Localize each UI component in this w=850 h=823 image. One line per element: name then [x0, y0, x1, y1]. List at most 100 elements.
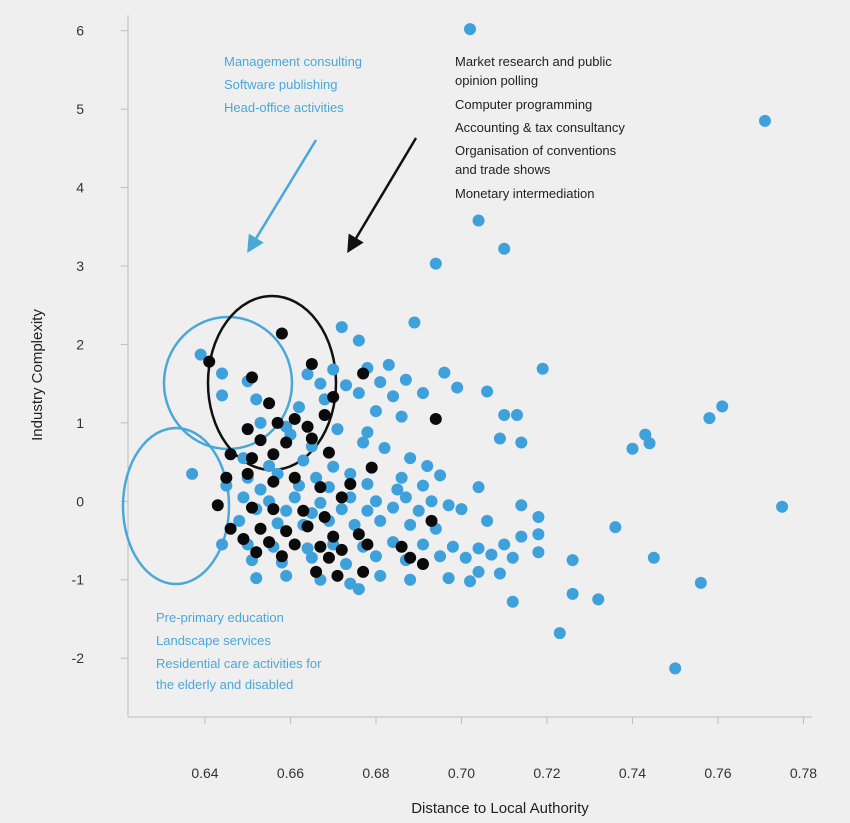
y-axis-label: Industry Complexity [29, 309, 46, 441]
black-data-point [241, 423, 254, 436]
black-data-point [267, 448, 280, 461]
blue-data-point [391, 483, 404, 496]
annotation-line: Accounting & tax consultancy [455, 120, 625, 135]
blue-data-point [254, 416, 267, 429]
blue-data-point [344, 491, 357, 504]
black-data-point [275, 327, 288, 340]
blue-data-point [566, 587, 579, 600]
blue-data-point [498, 242, 511, 255]
blue-data-point [464, 575, 476, 588]
annotation-line: Pre-primary education [156, 610, 284, 625]
black-data-point [280, 436, 293, 449]
annotation-line: Management consulting [224, 54, 362, 69]
blue-data-point [451, 381, 464, 394]
blue-data-point [314, 496, 327, 509]
annotation-line: Head-office activities [224, 100, 344, 115]
blue-data-point [493, 432, 506, 445]
black-data-point [425, 514, 438, 527]
blue-data-point [776, 500, 789, 513]
black-data-point [275, 550, 288, 563]
blue-data-point [216, 367, 229, 380]
blue-data-point [369, 495, 382, 508]
blue-data-point [369, 550, 382, 563]
annotation-line: opinion polling [455, 73, 538, 88]
black-data-point [344, 478, 357, 491]
blue-data-point [421, 460, 434, 473]
annotation-line: Monetary intermediation [455, 186, 594, 201]
blue-data-point [459, 551, 472, 564]
blue-data-point [511, 409, 524, 422]
blue-data-point [301, 542, 314, 555]
annotation-line: Residential care activities for [156, 656, 322, 671]
blue-data-point [237, 452, 250, 465]
annotation-line: and trade shows [455, 162, 551, 177]
blue-data-point [669, 662, 682, 675]
black-data-point [335, 491, 348, 504]
blue-data-point [216, 538, 229, 551]
blue-data-point [532, 528, 545, 541]
blue-data-point [532, 546, 545, 559]
black-data-point [245, 501, 258, 514]
y-tick-label: 3 [76, 258, 84, 274]
y-tick-label: -1 [72, 572, 85, 588]
black-data-point [327, 390, 340, 403]
black-data-point [280, 525, 293, 538]
black-data-point [357, 367, 370, 380]
blue-data-point [374, 569, 387, 582]
blue-data-point [553, 627, 566, 640]
black-data-point [322, 551, 335, 564]
blue-data-point [297, 454, 310, 467]
blue-data-point [344, 467, 357, 480]
x-tick-label: 0.68 [362, 765, 389, 781]
blue-data-point [404, 452, 417, 465]
blue-annotation-arrow [247, 139, 318, 253]
blue-data-point [361, 504, 374, 517]
blue-data-point [233, 514, 246, 527]
blue-data-point [399, 491, 412, 504]
blue-data-point [498, 538, 511, 551]
blue-data-point [327, 460, 340, 473]
blue-data-point [536, 362, 549, 375]
blue-data-point [404, 573, 417, 586]
blue-data-point [186, 467, 199, 480]
blue-data-point [472, 481, 485, 494]
blue-data-point [442, 499, 455, 512]
blue-data-point [314, 377, 327, 390]
black-data-point [361, 538, 374, 551]
blue-data-point [340, 558, 353, 571]
blue-data-point [395, 410, 408, 423]
blue-data-point [716, 400, 729, 413]
blue-data-point [369, 405, 382, 418]
series-black [203, 327, 442, 582]
blue-data-point [498, 409, 511, 422]
annotation-line: Organisation of conventions [455, 143, 617, 158]
black-data-point [305, 358, 318, 371]
black-data-point [429, 412, 442, 425]
x-tick-label: 0.72 [533, 765, 560, 781]
blue-data-point [532, 510, 545, 523]
blue-data-point [647, 551, 660, 564]
black-data-point [322, 446, 335, 459]
black-data-point [301, 520, 314, 533]
blue-data-point [455, 503, 468, 516]
annotation-line: Market research and public [455, 54, 612, 69]
blue-data-point [758, 114, 771, 127]
black-data-point [263, 397, 276, 410]
blue-data-point [515, 436, 528, 449]
black-data-point [203, 355, 216, 368]
y-tick-label: 2 [76, 336, 84, 352]
x-tick-label: 0.70 [448, 765, 475, 781]
black-data-point [310, 565, 323, 578]
black-data-point [305, 432, 318, 445]
blue-data-point [352, 334, 365, 347]
blue-data-point [194, 348, 207, 361]
blue-data-point [703, 412, 716, 425]
y-tick-label: 4 [76, 180, 84, 196]
blue-data-point [361, 478, 374, 491]
blue-data-point [416, 479, 429, 492]
blue-data-point [515, 530, 528, 543]
black-data-point [327, 530, 340, 543]
black-data-point [314, 481, 327, 494]
